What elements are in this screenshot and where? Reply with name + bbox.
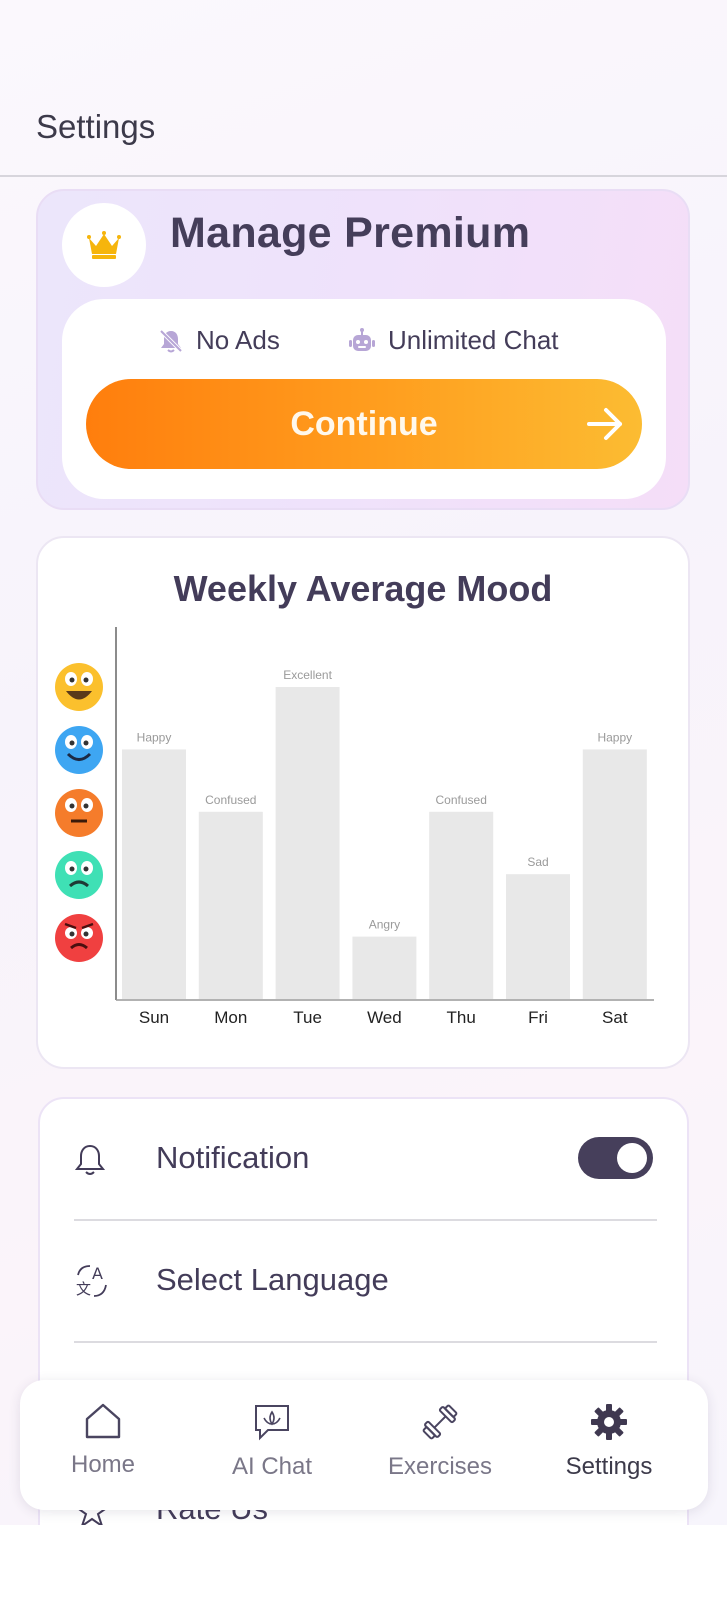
bar-label-sun: Happy: [137, 730, 172, 744]
setting-row-language[interactable]: 文 A Select Language: [40, 1221, 687, 1343]
nav-home[interactable]: Home: [28, 1402, 178, 1479]
continue-button[interactable]: Continue: [86, 379, 642, 469]
x-tick-sun: Sun: [139, 1008, 169, 1027]
sad-face-icon: [55, 851, 103, 899]
x-tick-tue: Tue: [293, 1008, 322, 1027]
bar-label-wed: Angry: [369, 918, 400, 932]
mood-chart: Happy Sun Confused Mon Excellent Tue Angry Wed C…: [55, 627, 654, 1027]
bar-label-fri: Sad: [527, 855, 548, 869]
notification-toggle[interactable]: [578, 1137, 653, 1179]
bar-fri: [506, 874, 570, 999]
excited-face-icon: [55, 663, 103, 711]
gear-icon: [591, 1404, 627, 1440]
weekly-mood-card: Weekly Average Mood: [36, 536, 690, 1069]
happy-face-icon: [55, 726, 103, 774]
x-tick-mon: Mon: [214, 1008, 247, 1027]
bar-label-thu: Confused: [436, 793, 487, 807]
svg-text:A: A: [92, 1264, 103, 1283]
bar-label-sat: Happy: [597, 730, 632, 744]
bar-thu: [429, 811, 494, 999]
x-tick-wed: Wed: [367, 1008, 402, 1027]
feature-unlimited-chat: Unlimited Chat: [348, 325, 559, 356]
page-title: Settings: [36, 108, 156, 145]
premium-features-panel: No Ads Unlimited Chat Continue: [62, 299, 666, 499]
bell-icon: [74, 1144, 106, 1175]
premium-title: Manage Premium: [170, 209, 531, 257]
nav-label-settings: Settings: [565, 1453, 653, 1480]
mood-chart-title: Weekly Average Mood: [173, 568, 553, 609]
nav-label-ai-chat: AI Chat: [231, 1453, 313, 1480]
toggle-knob: [617, 1143, 647, 1173]
nav-exercises[interactable]: Exercises: [365, 1402, 515, 1481]
nav-settings[interactable]: Settings: [534, 1402, 684, 1481]
setting-label-language: Select Language: [156, 1262, 389, 1297]
feature-no-ads: No Ads: [158, 325, 280, 356]
nav-label-home: Home: [70, 1451, 136, 1478]
premium-card[interactable]: Manage Premium No Ads Unlimited Chat: [36, 189, 690, 510]
feature-label: Unlimited Chat: [388, 325, 559, 355]
x-tick-sat: Sat: [602, 1008, 628, 1027]
crown-icon: [87, 231, 121, 259]
svg-text:文: 文: [76, 1280, 91, 1298]
bar-mon: [198, 811, 263, 999]
setting-row-notification[interactable]: Notification: [40, 1099, 687, 1221]
arrow-right-icon: [587, 408, 622, 440]
bottom-navigation: Home AI Chat Exercises: [20, 1380, 708, 1510]
nav-ai-chat[interactable]: AI Chat: [197, 1402, 347, 1481]
bar-label-tue: Excellent: [283, 668, 332, 682]
row-divider: [74, 1219, 657, 1221]
bar-tue: [275, 687, 340, 999]
bar-sun: [122, 749, 186, 999]
bottom-safe-area: [0, 1525, 727, 1600]
chat-bubble-icon: [255, 1405, 289, 1441]
home-icon: [85, 1403, 121, 1439]
translate-icon: 文 A: [76, 1264, 107, 1298]
bell-off-icon: [159, 329, 183, 352]
bar-label-mon: Confused: [205, 793, 256, 807]
robot-icon: [349, 327, 375, 351]
crown-badge: [62, 203, 146, 287]
nav-label-exercises: Exercises: [387, 1453, 493, 1480]
bar-wed: [352, 936, 417, 999]
angry-face-icon: [55, 914, 103, 962]
x-tick-fri: Fri: [528, 1008, 548, 1027]
header-divider: [0, 175, 727, 177]
continue-label: Continue: [290, 404, 438, 443]
bar-sat: [582, 749, 647, 999]
dumbbell-icon: [422, 1404, 458, 1440]
confused-face-icon: [55, 789, 103, 837]
x-tick-thu: Thu: [447, 1008, 476, 1027]
setting-label-notification: Notification: [156, 1140, 310, 1175]
row-divider: [74, 1341, 657, 1343]
feature-label: No Ads: [196, 325, 280, 355]
